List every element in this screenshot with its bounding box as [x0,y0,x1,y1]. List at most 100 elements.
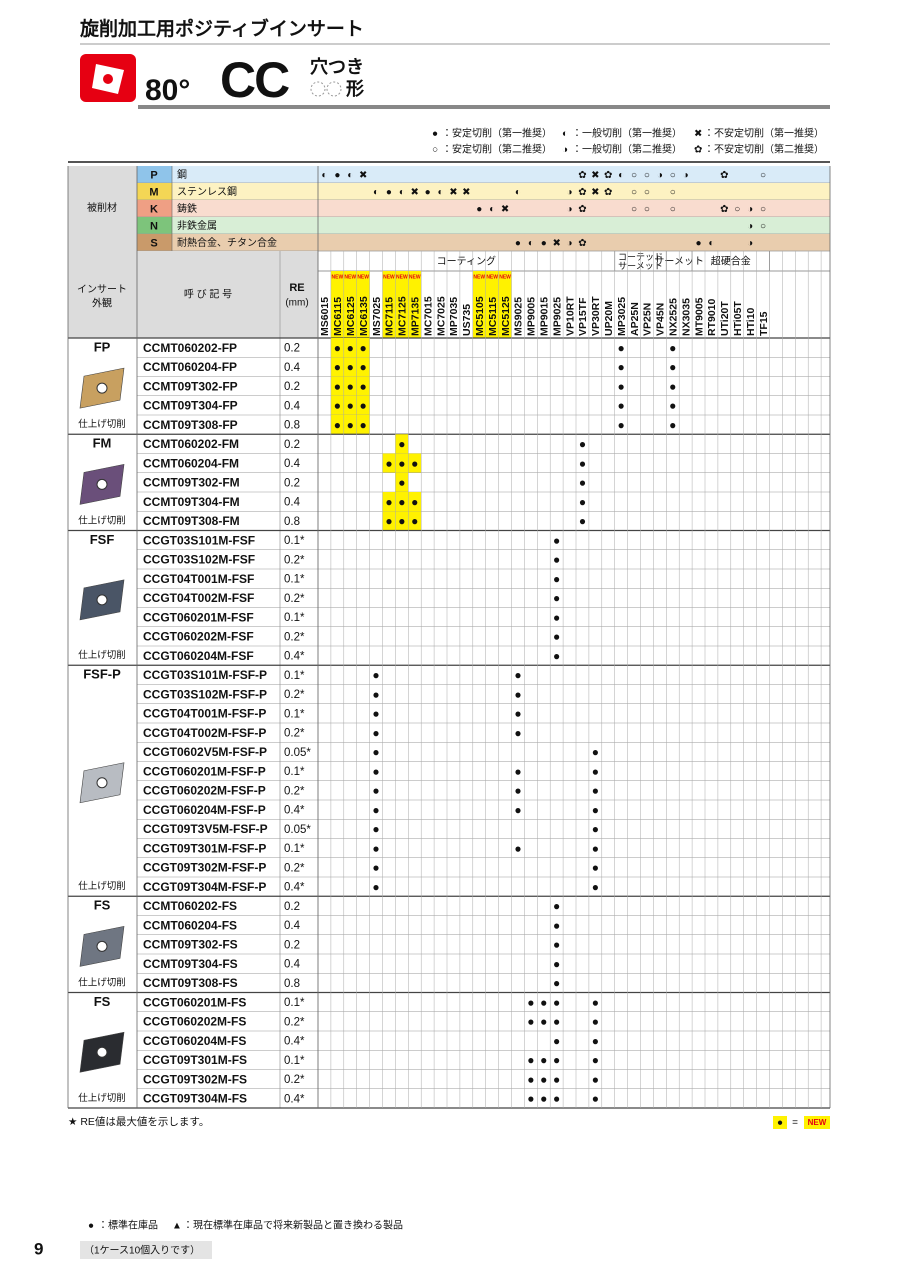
stock-note-symbol: ● [88,1221,94,1232]
stock-mark: ● [592,1015,599,1029]
stock-mark: ● [540,995,547,1009]
re-value: 0.2 [284,477,300,489]
stock-mark: ● [592,745,599,759]
stock-mark: ● [527,1092,534,1106]
stock-mark: ● [592,995,599,1009]
stock-mark: ● [527,1072,534,1086]
stock-mark: ● [540,1053,547,1067]
grade-rating: ○ [631,170,637,181]
designation: CCMT060202-FM [143,437,239,451]
re-value: 0.8 [284,516,300,528]
re-header: RE [289,282,304,294]
new-column [330,271,344,338]
grade-rating: ◑ [747,238,753,249]
grade-name: AP25N [629,302,641,336]
grade-rating: ○ [670,204,676,215]
stock-mark: ● [540,1015,547,1029]
re-unit: (mm) [285,298,308,309]
designation: CCMT09T302-FS [143,938,238,952]
stock-mark: ● [347,360,354,374]
grade-rating: ○ [670,170,676,181]
stock-mark: ● [398,456,405,470]
stock-mark: ● [347,399,354,413]
grade-rating: ✖ [501,204,509,215]
group-note: 仕上げ切削 [78,514,126,526]
new-cell [382,492,396,512]
designation: CCGT04T001M-FSF [143,572,254,586]
material-code: S [150,237,157,249]
stock-mark: ● [527,1053,534,1067]
new-tag: NEW [499,274,511,280]
stock-mark: ● [553,591,560,605]
grade-name: MC7015 [422,296,434,336]
stock-mark: ● [592,880,599,894]
grade-name: MC6125 [345,296,357,336]
new-cell [395,492,409,512]
re-value: 0.2* [284,631,305,643]
material-row [137,234,830,251]
legend-symbol: ✿ [694,145,702,156]
grade-rating: ● [334,170,340,181]
grade-name: UP20M [603,301,615,336]
stock-mark: ● [514,726,521,740]
stock-mark: ● [592,841,599,855]
grade-rating: ○ [760,204,766,215]
stock-mark: ● [385,514,392,528]
new-cell [343,376,357,396]
stock-mark: ● [372,745,379,759]
stock-mark: ● [553,995,560,1009]
new-cell [343,338,357,358]
grade-rating: ✖ [449,187,457,198]
grade-name: VP15TF [577,297,589,336]
grade-rating: ◐ [489,204,495,215]
material-name: 鋳鉄 [177,202,197,215]
new-tag: NEW [383,274,395,280]
designation: CCGT060204M-FSF [143,649,254,663]
stock-mark: ● [360,399,367,413]
insert-hole [96,594,108,606]
grade-rating: ✖ [359,170,367,181]
material-code: M [149,186,158,198]
re-value: 0.05* [284,824,311,836]
stock-mark: ● [592,861,599,875]
re-value: 0.2* [284,689,305,701]
designation: CCGT09T304M-FS [143,1092,247,1106]
legend-text: ：安定切削（第一推奨） [442,127,552,140]
re-value: 0.4* [284,805,305,817]
re-value: 0.4 [284,400,301,412]
insert-hole [96,478,108,490]
stock-mark: ● [579,437,586,451]
designation: CCGT060202M-FS [143,1015,246,1029]
stock-mark: ● [553,1015,560,1029]
new-column [408,271,422,338]
designation: CCGT060201M-FS [143,995,246,1009]
stock-mark: ● [411,456,418,470]
re-value: 0.05* [284,747,311,759]
material-row [137,183,830,200]
stock-mark: ● [360,341,367,355]
new-key-dot-bg [773,1116,787,1129]
grade-rating: ◐ [528,238,534,249]
stock-mark: ● [334,418,341,432]
case-note: （1ケース10個入りです） [84,1244,200,1257]
grade-name: MP9005 [526,297,538,336]
new-tag: NEW [344,274,356,280]
material-row [137,217,830,234]
designation: CCGT060202M-FSF-P [143,784,266,798]
group-note: 仕上げ切削 [78,880,126,892]
new-column [472,271,486,338]
grade-name: MS6015 [319,297,331,336]
stock-mark: ● [360,379,367,393]
grade-rating: ● [541,238,547,249]
designation: CCMT09T304-FS [143,957,238,971]
grade-name: MT9005 [693,297,705,336]
designation-header: 呼 び 記 号 [184,289,232,301]
grade-rating: ◑ [747,221,753,232]
designation: CCMT060204-FP [143,360,237,374]
header-bar [138,105,830,109]
grade-rating: ◐ [618,170,624,181]
shape-note-top: 穴つき [310,56,364,77]
grade-rating: ✖ [591,170,599,181]
new-cell [330,338,344,358]
grade-rating: ○ [670,187,676,198]
